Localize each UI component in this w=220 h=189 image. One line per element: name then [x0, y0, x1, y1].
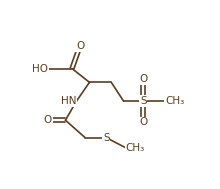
Text: CH₃: CH₃ — [165, 96, 184, 106]
Text: O: O — [139, 74, 147, 84]
Text: S: S — [103, 133, 110, 143]
Text: O: O — [44, 115, 52, 125]
Text: HO: HO — [32, 64, 48, 74]
Text: CH₃: CH₃ — [126, 143, 145, 153]
Text: O: O — [76, 41, 84, 51]
Text: S: S — [140, 96, 147, 106]
Text: O: O — [139, 117, 147, 127]
Text: HN: HN — [61, 96, 76, 106]
